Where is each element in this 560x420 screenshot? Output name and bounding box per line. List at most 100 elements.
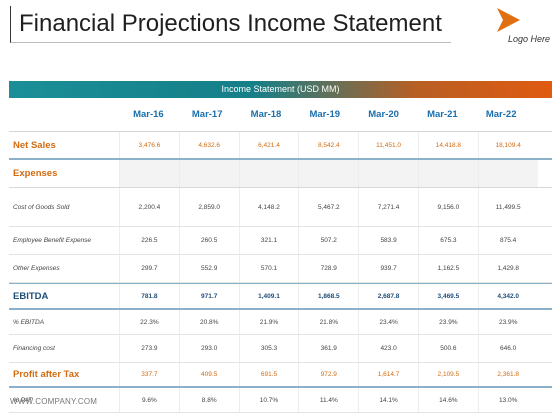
- table-cell: 9.6%: [119, 388, 179, 412]
- cogs-row: Cost of Goods Sold 2,200.4 2,859.0 4,148…: [9, 188, 552, 227]
- year-header-blank: [9, 98, 119, 131]
- row-label: Financing cost: [13, 345, 55, 352]
- table-cell: 781.8: [119, 284, 179, 308]
- table-cell: 552.9: [178, 255, 239, 282]
- table-cell: 583.9: [358, 227, 418, 254]
- table-cell: 875.4: [477, 227, 538, 254]
- table-cell: 18,109.4: [477, 132, 538, 158]
- table-cell: 21.8%: [298, 310, 358, 334]
- net-sales-row: Net Sales 3,476.6 4,632.6 6,421.4 8,542.…: [9, 132, 552, 160]
- row-label: Employee Benefit Expense: [13, 237, 92, 244]
- table-cell: 1,868.5: [298, 284, 358, 308]
- pat-percent-row: % PAT 9.6% 8.8% 10.7% 11.4% 14.1% 14.6% …: [9, 388, 552, 413]
- table-cell: 4,632.6: [178, 132, 239, 158]
- table-cell: 273.9: [119, 335, 179, 362]
- table-cell: 2,687.8: [358, 284, 418, 308]
- table-cell: 646.0: [477, 335, 538, 362]
- table-cell: 3,469.5: [417, 284, 478, 308]
- table-cell: 11,499.5: [477, 188, 538, 226]
- table-cell: [477, 160, 538, 187]
- row-label: Expenses: [13, 168, 58, 179]
- footer-url: WWW.COMPANY.COM: [10, 397, 98, 406]
- table-cell: 299.7: [119, 255, 179, 282]
- table-cell: 939.7: [358, 255, 418, 282]
- table-cell: 2,109.5: [417, 363, 478, 386]
- row-label: Net Sales: [13, 139, 56, 151]
- table-cell: [119, 160, 179, 187]
- table-cell: 675.3: [417, 227, 478, 254]
- profit-after-tax-row: Profit after Tax 337.7 409.5 691.5 972.9…: [9, 363, 552, 388]
- table-cell: 972.9: [298, 363, 358, 386]
- logo-label: Logo Here: [508, 34, 551, 44]
- row-label: Other Expenses: [13, 265, 60, 272]
- table-cell: 21.9%: [238, 310, 299, 334]
- table-cell: 361.9: [298, 335, 358, 362]
- table-cell: 23.9%: [417, 310, 478, 334]
- table-cell: 4,148.2: [238, 188, 299, 226]
- year-header-cell: Mar-19: [309, 109, 341, 120]
- title-frame: Financial Projections Income Statement: [10, 6, 451, 43]
- table-cell: 500.6: [417, 335, 478, 362]
- table-cell: 507.2: [298, 227, 358, 254]
- table-cell: 305.3: [238, 335, 299, 362]
- table-cell: 321.1: [238, 227, 299, 254]
- play-triangle-icon: [497, 8, 520, 32]
- ebitda-percent-row: % EBITDA 22.3% 20.8% 21.9% 21.8% 23.4% 2…: [9, 310, 552, 335]
- table-cell: 226.5: [119, 227, 179, 254]
- row-label: Profit after Tax: [13, 369, 80, 380]
- row-label: Cost of Goods Sold: [13, 203, 70, 211]
- table-cell: 691.5: [238, 363, 299, 386]
- table-cell: [417, 160, 478, 187]
- table-header: Income Statement (USD MM): [9, 81, 552, 98]
- ebitda-row: EBITDA 781.8 971.7 1,409.1 1,868.5 2,687…: [9, 283, 552, 310]
- year-header-cell: Mar-21: [427, 109, 458, 120]
- page-title: Financial Projections Income Statement: [19, 10, 442, 37]
- table-cell: 260.5: [178, 227, 239, 254]
- table-cell: 1,614.7: [358, 363, 418, 386]
- year-header-cell: Mar-17: [191, 109, 223, 120]
- table-cell: 6,421.4: [238, 132, 299, 158]
- table-cell: 9,156.0: [417, 188, 478, 226]
- table-cell: 337.7: [119, 363, 179, 386]
- table-cell: 423.0: [358, 335, 418, 362]
- table-cell: 11.4%: [298, 388, 358, 412]
- table-cell: 14,418.8: [417, 132, 478, 158]
- table-cell: 11,451.0: [358, 132, 418, 158]
- employee-benefit-row: Employee Benefit Expense 226.5 260.5 321…: [9, 227, 552, 255]
- table-cell: 23.9%: [477, 310, 538, 334]
- year-header-cell: Mar-20: [368, 109, 399, 120]
- table-cell: 971.7: [178, 284, 239, 308]
- table-cell: 14.6%: [417, 388, 478, 412]
- table-cell: 1,429.8: [477, 255, 538, 282]
- table-cell: [238, 160, 299, 187]
- table-cell: 8,542.4: [298, 132, 358, 158]
- row-label: % PAT: [13, 396, 33, 404]
- table-cell: 293.0: [178, 335, 239, 362]
- table-cell: 2,200.4: [119, 188, 179, 226]
- table-cell: [178, 160, 239, 187]
- table-cell: 20.8%: [178, 310, 239, 334]
- table-cell: [358, 160, 418, 187]
- financing-cost-row: Financing cost 273.9 293.0 305.3 361.9 4…: [9, 335, 552, 363]
- table-cell: 14.1%: [358, 388, 418, 412]
- table-cell: [298, 160, 359, 187]
- year-header-row: Mar-16 Mar-17 Mar-18 Mar-19 Mar-20 Mar-2…: [9, 98, 552, 132]
- row-label: % EBITDA: [13, 318, 45, 326]
- year-header-cell: Mar-18: [250, 109, 282, 120]
- table-cell: 22.3%: [119, 310, 179, 334]
- table-cell: 4,342.0: [477, 284, 538, 308]
- table-cell: 5,467.2: [298, 188, 358, 226]
- table-cell: 1,409.1: [238, 284, 299, 308]
- table-cell: 8.8%: [178, 388, 239, 412]
- table-cell: 2,859.0: [178, 188, 239, 226]
- income-statement-table: Income Statement (USD MM) Mar-16 Mar-17 …: [9, 81, 552, 413]
- year-header-cell: Mar-16: [133, 109, 164, 120]
- table-cell: 7,271.4: [358, 188, 418, 226]
- table-cell: 23.4%: [358, 310, 418, 334]
- year-header-cell: Mar-22: [485, 109, 517, 120]
- expenses-row: Expenses: [9, 160, 552, 188]
- table-cell: 1,162.5: [417, 255, 478, 282]
- table-cell: 2,361.8: [477, 363, 538, 386]
- table-cell: 13.0%: [477, 388, 538, 412]
- row-label: EBITDA: [13, 290, 49, 302]
